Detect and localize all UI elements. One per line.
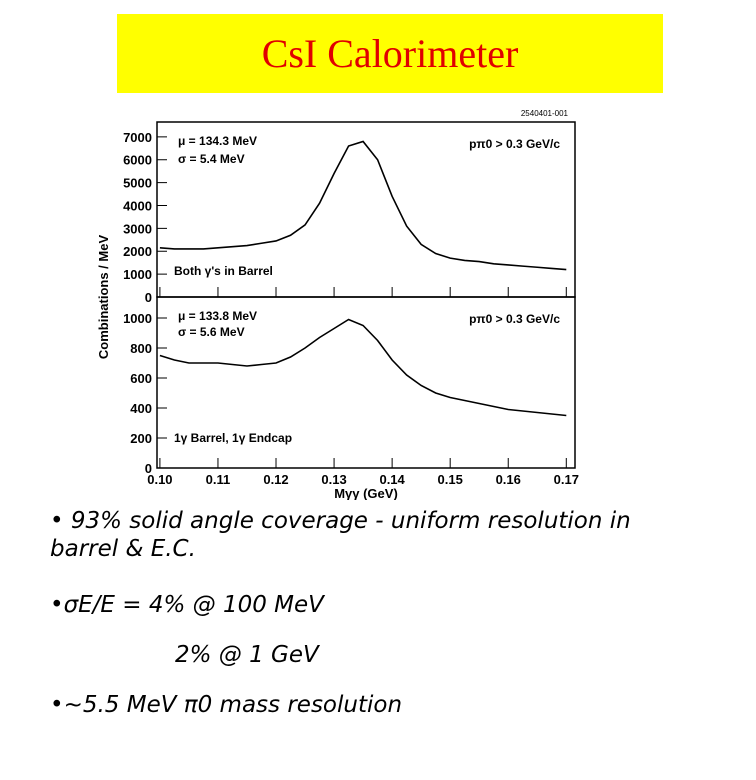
- bullet: barrel & E.C.: [50, 536, 196, 562]
- x-axis-label: Mγγ (GeV): [334, 486, 398, 500]
- y-tick-label: 1000: [123, 311, 152, 326]
- annotation: pπ0 > 0.3 GeV/c: [469, 312, 560, 326]
- y-tick-label: 400: [130, 401, 152, 416]
- bullet: •~5.5 MeV π0 mass resolution: [50, 692, 403, 718]
- x-tick-label: 0.15: [438, 472, 463, 487]
- y-axis-label: Combinations / MeV: [96, 235, 111, 360]
- annotation: pπ0 > 0.3 GeV/c: [469, 137, 560, 151]
- y-tick-label: 3000: [123, 221, 152, 236]
- y-tick-label: 800: [130, 341, 152, 356]
- annotation: μ = 133.8 MeV: [178, 309, 257, 323]
- x-tick-label: 0.11: [206, 472, 231, 487]
- annotation: σ = 5.4 MeV: [178, 152, 245, 166]
- y-tick-label: 0: [145, 461, 152, 476]
- annotation: μ = 134.3 MeV: [178, 134, 257, 148]
- y-tick-label: 6000: [123, 153, 152, 168]
- x-tick-label: 0.13: [321, 472, 346, 487]
- x-tick-label: 0.10: [147, 472, 172, 487]
- y-tick-label: 5000: [123, 176, 152, 191]
- y-tick-label: 4000: [123, 198, 152, 213]
- chart: 2540401-001 Combinations / MeV 010002000…: [96, 109, 579, 500]
- x-tick-label: 0.16: [496, 472, 521, 487]
- y-tick-label: 600: [130, 371, 152, 386]
- figure-code: 2540401-001: [521, 109, 569, 118]
- bullet: 2% @ 1 GeV: [175, 642, 319, 668]
- y-tick-label: 1000: [123, 267, 152, 282]
- bullet: • 93% solid angle coverage - uniform res…: [50, 508, 631, 534]
- y-tick-label: 2000: [123, 244, 152, 259]
- y-tick-label: 0: [145, 290, 152, 305]
- x-tick-label: 0.17: [554, 472, 579, 487]
- y-tick-label: 200: [130, 431, 152, 446]
- bullet: •σE/E = 4% @ 100 MeV: [50, 592, 324, 618]
- annotation: σ = 5.6 MeV: [178, 325, 245, 339]
- y-tick-label: 7000: [123, 130, 152, 145]
- x-tick-label: 0.14: [379, 472, 405, 487]
- plot-frame: [156, 296, 576, 469]
- title-box: CsI Calorimeter: [117, 14, 663, 93]
- annotation: 1γ Barrel, 1γ Endcap: [174, 431, 292, 445]
- annotation: Both γ's in Barrel: [174, 264, 273, 278]
- data-line: [159, 318, 567, 417]
- title: CsI Calorimeter: [261, 31, 519, 76]
- x-tick-label: 0.12: [263, 472, 288, 487]
- data-line: [159, 140, 567, 271]
